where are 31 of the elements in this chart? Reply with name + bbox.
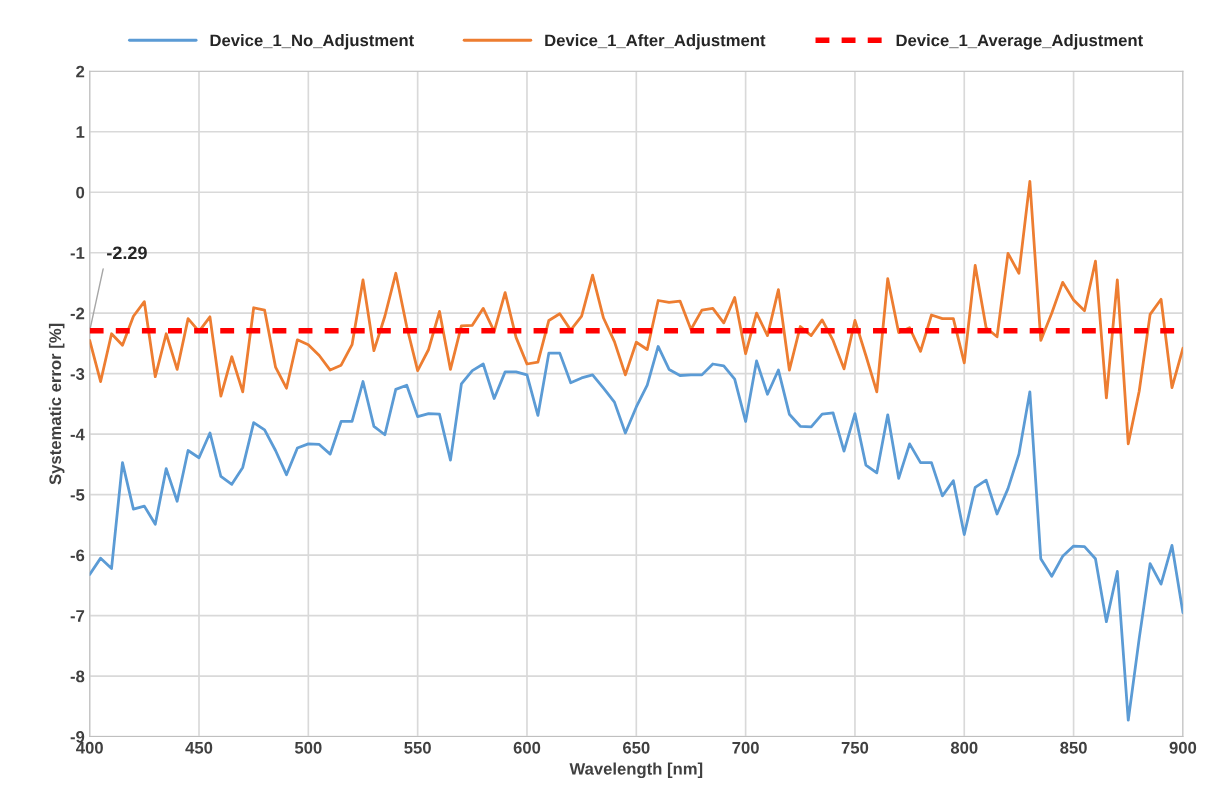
y-tick-label: -4 <box>70 428 85 441</box>
annotation: -2.29 <box>107 246 147 260</box>
x-tick-label: 650 <box>623 741 650 754</box>
x-tick-label: 550 <box>404 741 431 754</box>
x-tick-label: 750 <box>841 741 869 754</box>
y-tick-label: -9 <box>70 730 85 743</box>
x-tick-label: 800 <box>950 741 978 754</box>
y-tick-label: -3 <box>70 368 85 380</box>
line-series <box>89 345 1183 722</box>
x-tick-label: 450 <box>185 741 213 754</box>
y-tick-label: -7 <box>70 610 85 622</box>
y-tick-label: 0 <box>76 186 85 199</box>
x-tick-label: 600 <box>513 741 541 754</box>
x-tick-label: 900 <box>1169 741 1197 754</box>
legend-label: Device_1_After_Adjustment <box>545 34 766 50</box>
y-tick-label: -6 <box>70 549 85 562</box>
y-tick-label: -8 <box>70 670 85 683</box>
y-axis-title: Systematic error [%] <box>48 323 65 485</box>
legend-label: Device_1_Average_Adjustment <box>896 34 1143 50</box>
y-tick-label: -5 <box>70 489 85 501</box>
y-tick-label: 1 <box>76 126 85 138</box>
legend-label: Device_1_No_Adjustment <box>210 34 414 50</box>
y-tick-label: -2 <box>70 307 85 320</box>
y-tick-label: 2 <box>76 65 85 78</box>
line-series <box>89 179 1183 446</box>
x-axis-title: Wavelength [nm] <box>569 762 703 779</box>
x-tick-label: 400 <box>76 741 103 754</box>
y-tick-label: -1 <box>70 247 85 259</box>
x-tick-label: 500 <box>294 741 322 754</box>
x-tick-label: 850 <box>1060 741 1087 754</box>
x-tick-label: 700 <box>732 741 759 754</box>
